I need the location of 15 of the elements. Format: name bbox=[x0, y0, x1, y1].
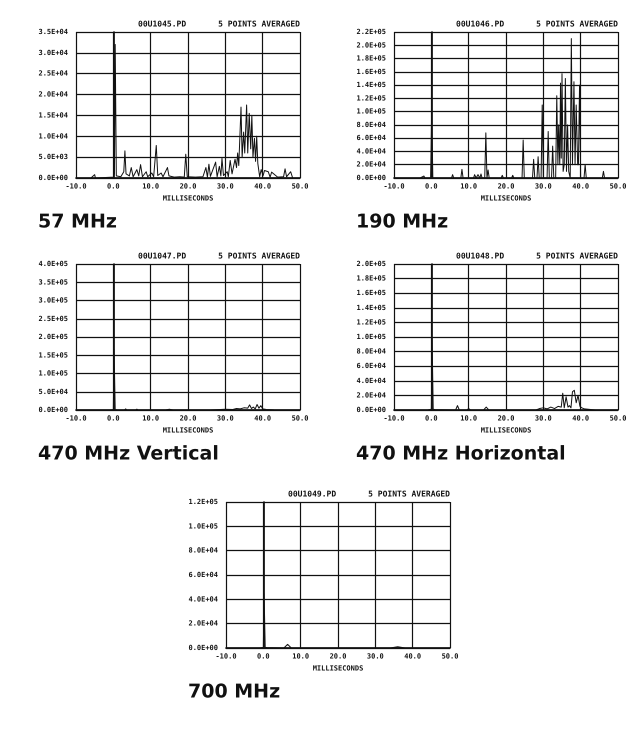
chart-subtitle: 5 POINTS AVERAGED bbox=[536, 252, 618, 260]
chart-subtitle: 5 POINTS AVERAGED bbox=[536, 20, 618, 28]
text: 470 MHz Vertical bbox=[38, 442, 219, 464]
chart-title: 00U1049.PD bbox=[288, 490, 336, 498]
chart-subtitle: 5 POINTS AVERAGED bbox=[368, 490, 450, 498]
text: 190 MHz bbox=[356, 210, 448, 232]
text: 57 MHz bbox=[38, 210, 117, 232]
chart-subtitle: 5 POINTS AVERAGED bbox=[218, 20, 300, 28]
chart-title: 00U1045.PD bbox=[138, 20, 186, 28]
text: 700 MHz bbox=[188, 680, 280, 702]
chart-subtitle: 5 POINTS AVERAGED bbox=[218, 252, 300, 260]
chart-title: 00U1048.PD bbox=[456, 252, 504, 260]
chart-title: 00U1046.PD bbox=[456, 20, 504, 28]
text: 470 MHz Horizontal bbox=[356, 442, 566, 464]
chart-title: 00U1047.PD bbox=[138, 252, 186, 260]
